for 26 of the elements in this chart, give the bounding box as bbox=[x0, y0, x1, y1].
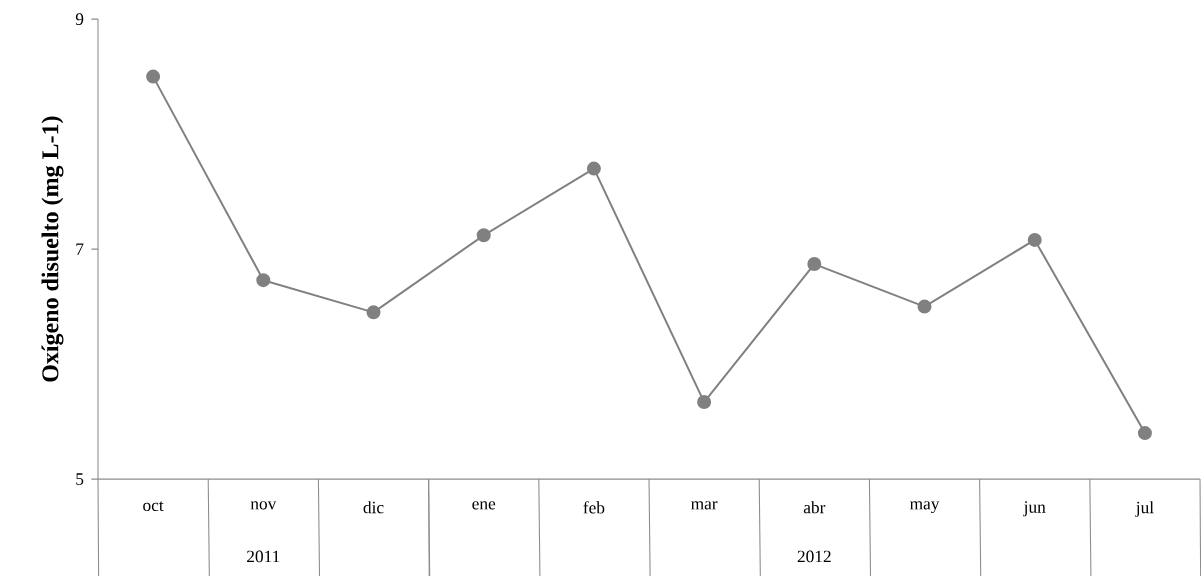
point bbox=[586, 161, 601, 176]
point bbox=[1137, 426, 1152, 441]
x-tick-label: abr bbox=[803, 501, 826, 514]
point bbox=[807, 257, 822, 272]
x-tick-label: nov bbox=[250, 501, 277, 510]
point bbox=[697, 395, 712, 410]
y-tick-label: 5 bbox=[76, 473, 84, 485]
point bbox=[476, 228, 491, 243]
x-tick-label: ene bbox=[472, 501, 496, 510]
point bbox=[146, 69, 161, 84]
y-axis-title: Oxígeno disuelto (mg L-1) bbox=[41, 116, 64, 382]
point bbox=[256, 273, 271, 288]
x-tick-label: may bbox=[909, 501, 940, 514]
point bbox=[1027, 232, 1042, 247]
point bbox=[917, 299, 932, 314]
x-tick-label: mar bbox=[691, 501, 718, 510]
y-tick-label: 7 bbox=[76, 243, 84, 255]
text: 2011 bbox=[247, 550, 280, 563]
y-tick-label: 9 bbox=[75, 13, 84, 25]
x-tick-label: jun bbox=[1023, 501, 1046, 517]
x-tick-label: dic bbox=[363, 501, 384, 514]
text: 2012 bbox=[797, 550, 831, 563]
x-tick-label: feb bbox=[583, 501, 605, 514]
x-tick-label: jul bbox=[1135, 501, 1154, 517]
x-tick-label: oct bbox=[143, 501, 164, 512]
point bbox=[366, 305, 381, 320]
